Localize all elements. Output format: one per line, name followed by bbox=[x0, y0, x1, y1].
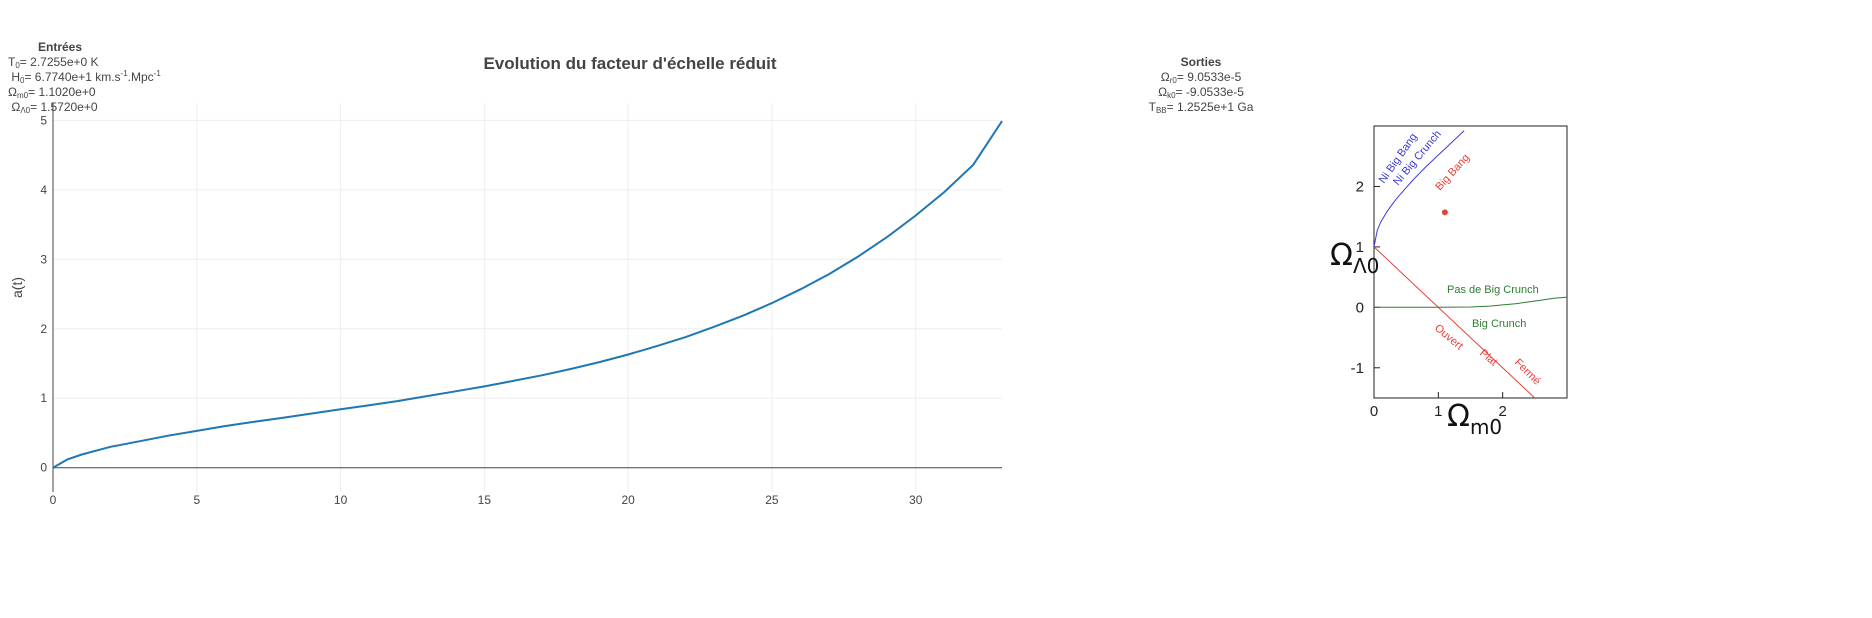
output-omega-k0: Ωk0= -9.0533e-5 bbox=[1158, 85, 1244, 100]
label-big-bang: Big Bang bbox=[1433, 152, 1472, 193]
output-omega-r0: Ωr0= 9.0533e-5 bbox=[1160, 70, 1242, 85]
label-big-crunch: Big Crunch bbox=[1472, 318, 1526, 330]
y-tick-label: 2 bbox=[40, 322, 47, 336]
input-h0: H0= 6.7740e+1 km.s-1.Mpc-1 bbox=[11, 69, 161, 85]
x-tick-label: 5 bbox=[193, 493, 200, 507]
label-ouvert: Ouvert bbox=[1432, 322, 1465, 352]
y-axis-label: a(t) bbox=[9, 277, 25, 298]
y-tick-label: 3 bbox=[40, 252, 47, 266]
diagram-x-tick-label: 1 bbox=[1434, 403, 1442, 420]
y-tick-label: 4 bbox=[40, 183, 47, 197]
diagram-y-tick-label: -1 bbox=[1351, 360, 1364, 377]
diagram-ticks: 0 1 2 -1 0 1 2 bbox=[1351, 178, 1507, 420]
x-tick-label: 10 bbox=[334, 493, 348, 507]
diagram-x-tick-label: 2 bbox=[1498, 403, 1506, 420]
label-ferme: Fermé bbox=[1512, 357, 1543, 388]
input-t0: T0= 2.7255e+0 K bbox=[8, 55, 99, 70]
inputs-header: Entrées bbox=[38, 40, 83, 54]
x-tick-label: 20 bbox=[621, 493, 635, 507]
scale-factor-line bbox=[52, 120, 1003, 469]
big-bang-boundary-line bbox=[1374, 130, 1465, 247]
current-model-point bbox=[1441, 209, 1448, 216]
y-tick-label: 0 bbox=[40, 461, 47, 475]
diagram-x-tick-label: 0 bbox=[1370, 403, 1378, 420]
main-tick-labels: 0 5 10 15 20 25 30 0 1 2 3 4 5 bbox=[40, 113, 922, 507]
chart-title: Evolution du facteur d'échelle réduit bbox=[483, 54, 777, 73]
x-tick-label: 25 bbox=[765, 493, 779, 507]
x-tick-label: 30 bbox=[909, 493, 923, 507]
x-tick-label: 0 bbox=[50, 493, 57, 507]
diagram-y-tick-label: 0 bbox=[1356, 299, 1364, 316]
diagram-frame bbox=[1373, 125, 1568, 399]
main-axes bbox=[52, 103, 1002, 492]
big-crunch-boundary-line bbox=[1374, 296, 1567, 308]
outputs-header: Sorties bbox=[1180, 55, 1222, 69]
output-t-bb: TBB= 1.2525e+1 Ga bbox=[1148, 100, 1254, 115]
flat-universe-line bbox=[1374, 246, 1536, 398]
input-omega-m0: Ωm0= 1.1020e+0 bbox=[8, 85, 96, 100]
outputs-panel: Sorties Ωr0= 9.0533e-5 Ωk0= -9.0533e-5 T… bbox=[1136, 55, 1266, 115]
diagram-y-axis-label: ΩΛ0 bbox=[1330, 238, 1379, 278]
input-omega-lambda0: ΩΛ0= 1.5720e+0 bbox=[11, 100, 98, 115]
label-pas-de-big-crunch: Pas de Big Crunch bbox=[1447, 284, 1539, 296]
main-gridlines bbox=[53, 103, 1002, 492]
diagram-x-axis-label: Ωm0 bbox=[1447, 399, 1502, 439]
diagram-y-tick-label: 2 bbox=[1356, 178, 1364, 195]
label-plat: Plat bbox=[1477, 347, 1499, 368]
inputs-panel: Entrées T0= 2.7255e+0 K H0= 6.7740e+1 km… bbox=[8, 40, 161, 115]
x-tick-label: 15 bbox=[478, 493, 492, 507]
diagram-y-tick-label: 1 bbox=[1356, 239, 1364, 256]
y-tick-label: 5 bbox=[40, 113, 47, 127]
y-tick-label: 1 bbox=[40, 391, 47, 405]
